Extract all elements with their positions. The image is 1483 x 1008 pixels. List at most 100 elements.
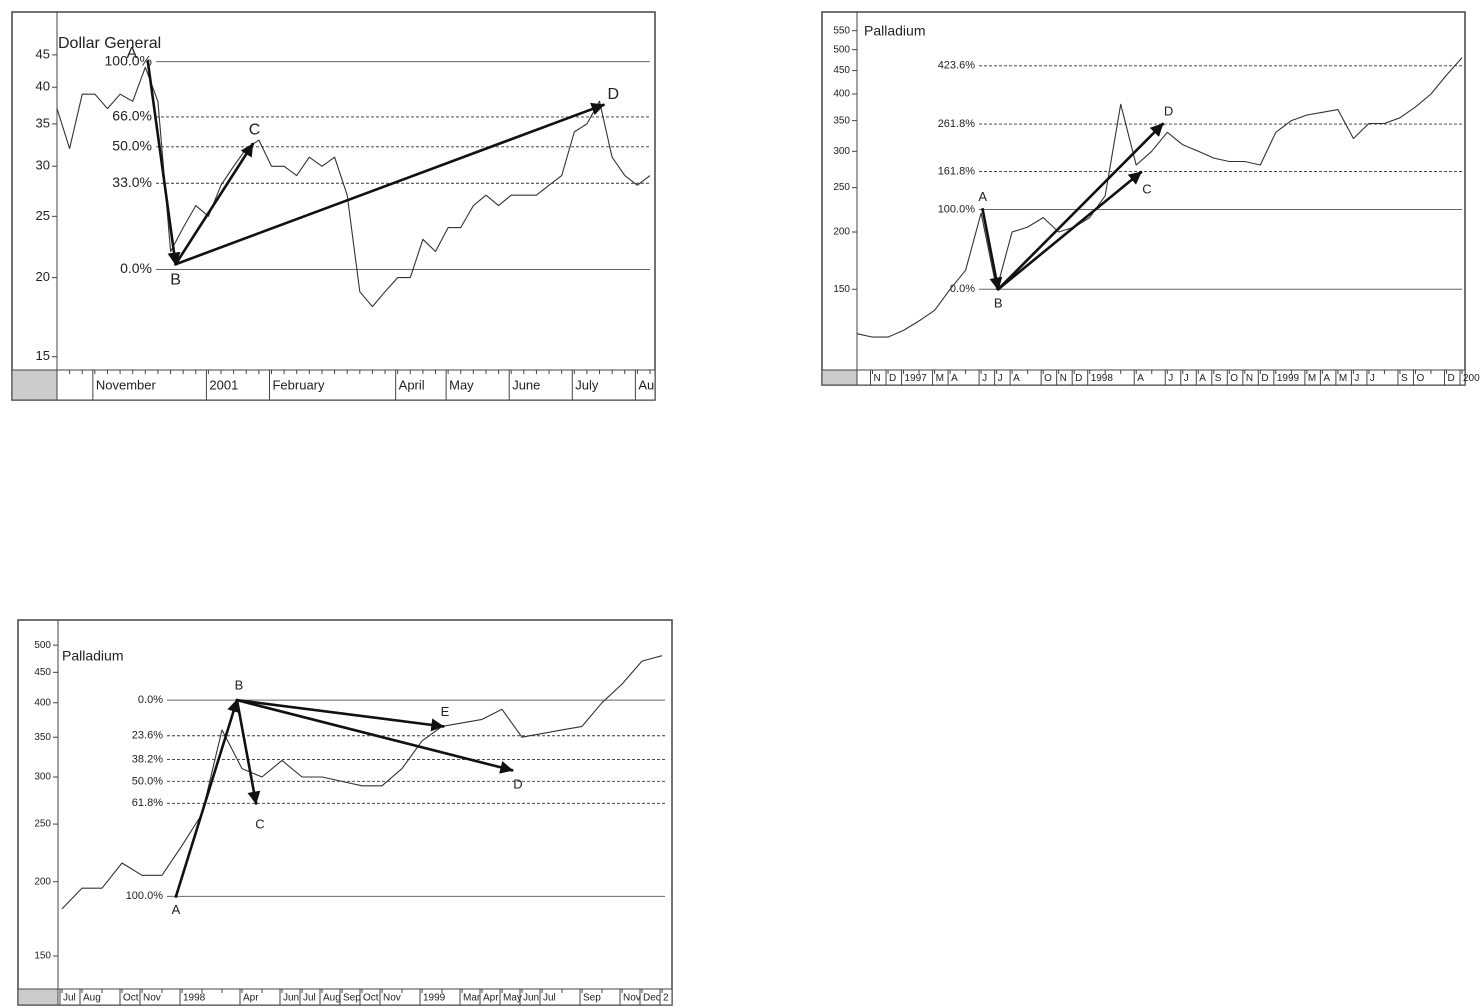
level-label: 50.0% [112,138,152,154]
pivot-point [996,287,1000,291]
x-tick-label: J [1354,373,1359,384]
x-tick-label: Nov [143,993,161,1004]
level-label: 50.0% [132,775,163,787]
x-tick-label: N [1246,373,1253,384]
y-tick-label: 350 [34,732,51,743]
x-tick-label: 1998 [1091,373,1114,384]
x-tick-label: J [1168,373,1173,384]
x-tick-label: June [512,377,540,392]
x-tick-label: Oct [123,993,139,1004]
level-label: 33.0% [112,174,152,190]
pivot-point [441,724,445,728]
chart: Dollar General 15 20 25 30 35 40 45 November 2001… [11,11,656,401]
x-tick-label: 1999 [1277,373,1300,384]
level-label: 66.0% [112,108,152,124]
x-tick-label: J [1184,373,1189,384]
x-tick-label: D [1447,373,1454,384]
arrow [997,171,1142,291]
x-tick-label: 2 [663,993,669,1004]
pivot-label: A [172,902,181,917]
arrow [174,143,254,265]
pivot-point [510,768,514,772]
y-tick-label: 400 [833,89,850,100]
pivot-label: C [1142,182,1151,197]
chart-title: Dollar General [58,35,161,52]
x-tick-label: D [1261,373,1268,384]
x-tick-label: Mar [463,993,481,1004]
x-tick-label: A [1013,373,1020,384]
x-tick-label: S [1401,373,1408,384]
x-tick-label: D [1075,373,1082,384]
x-tick-label: April [399,377,425,392]
x-tick-label: M [1308,373,1316,384]
pivot-point [174,262,178,266]
x-tick-label: J [982,373,987,384]
y-tick-label: 400 [34,697,51,708]
x-tick-label: A [951,373,958,384]
x-tick-label: Sep [343,993,361,1004]
axis-corner [11,369,58,401]
x-tick-label: Jun [283,993,299,1004]
y-tick-label: 500 [833,44,850,55]
x-tick-label: Aug [83,993,101,1004]
arrow [146,61,181,266]
y-tick-label: 300 [34,772,51,783]
x-tick-label: 2001 [209,377,238,392]
x-tick-label: A [1199,373,1206,384]
pivot-label: D [1164,104,1173,119]
level-label: 0.0% [950,283,975,295]
y-tick-label: 500 [34,640,51,651]
level-label: 0.0% [138,694,163,706]
x-tick-label: S [1215,373,1222,384]
x-tick-label: Nov [623,993,641,1004]
x-tick-label: Apr [483,993,499,1004]
x-tick-label: N [874,373,881,384]
x-tick-label: M [1339,373,1347,384]
pivot-point [254,801,258,805]
x-tick-label: November [96,377,157,392]
x-tick-label: Aug [323,993,341,1004]
y-tick-label: 250 [34,819,51,830]
arrow [175,102,605,266]
level-label: 161.8% [938,165,976,177]
pivot-label: D [513,777,522,792]
x-tick-label: A [1323,373,1330,384]
y-tick-label: 150 [34,951,51,962]
x-axis-band [11,369,656,401]
pivot-label: B [235,678,244,693]
x-tick-label: May [449,377,474,392]
x-tick-label: Jul [543,993,556,1004]
x-tick-label: 1998 [183,993,206,1004]
pivot-label: C [255,817,264,832]
arrow [236,698,445,732]
y-tick-label: 200 [34,876,51,887]
x-tick-label: D [889,373,896,384]
pivot-point [1139,170,1143,174]
y-tick-label: 35 [36,115,50,130]
x-tick-label: Oct [363,993,379,1004]
x-tick-label: Nov [383,993,401,1004]
level-label: 100.0% [126,890,164,902]
level-label: 261.8% [938,118,976,130]
level-label: 0.0% [120,260,152,276]
pivot-point [146,60,150,64]
y-tick-label: 20 [36,269,50,284]
chart-title: Palladium [62,648,123,664]
pivot-label: B [994,296,1003,311]
x-tick-label: Dec [643,993,661,1004]
pivot-point [981,207,985,211]
price-line [856,57,1463,338]
x-tick-label: Jun [523,993,539,1004]
x-tick-label: Jul [303,993,316,1004]
pivot-label: A [127,45,138,62]
x-tick-label: July [575,377,599,392]
arrow [997,123,1164,291]
arrow [235,699,261,805]
x-tick-label: O [1416,373,1424,384]
level-label: 23.6% [132,730,163,742]
x-tick-label: 200 [1463,373,1480,384]
chart-frame [17,619,673,1006]
y-tick-label: 45 [36,46,50,61]
axis-corner [821,369,858,386]
